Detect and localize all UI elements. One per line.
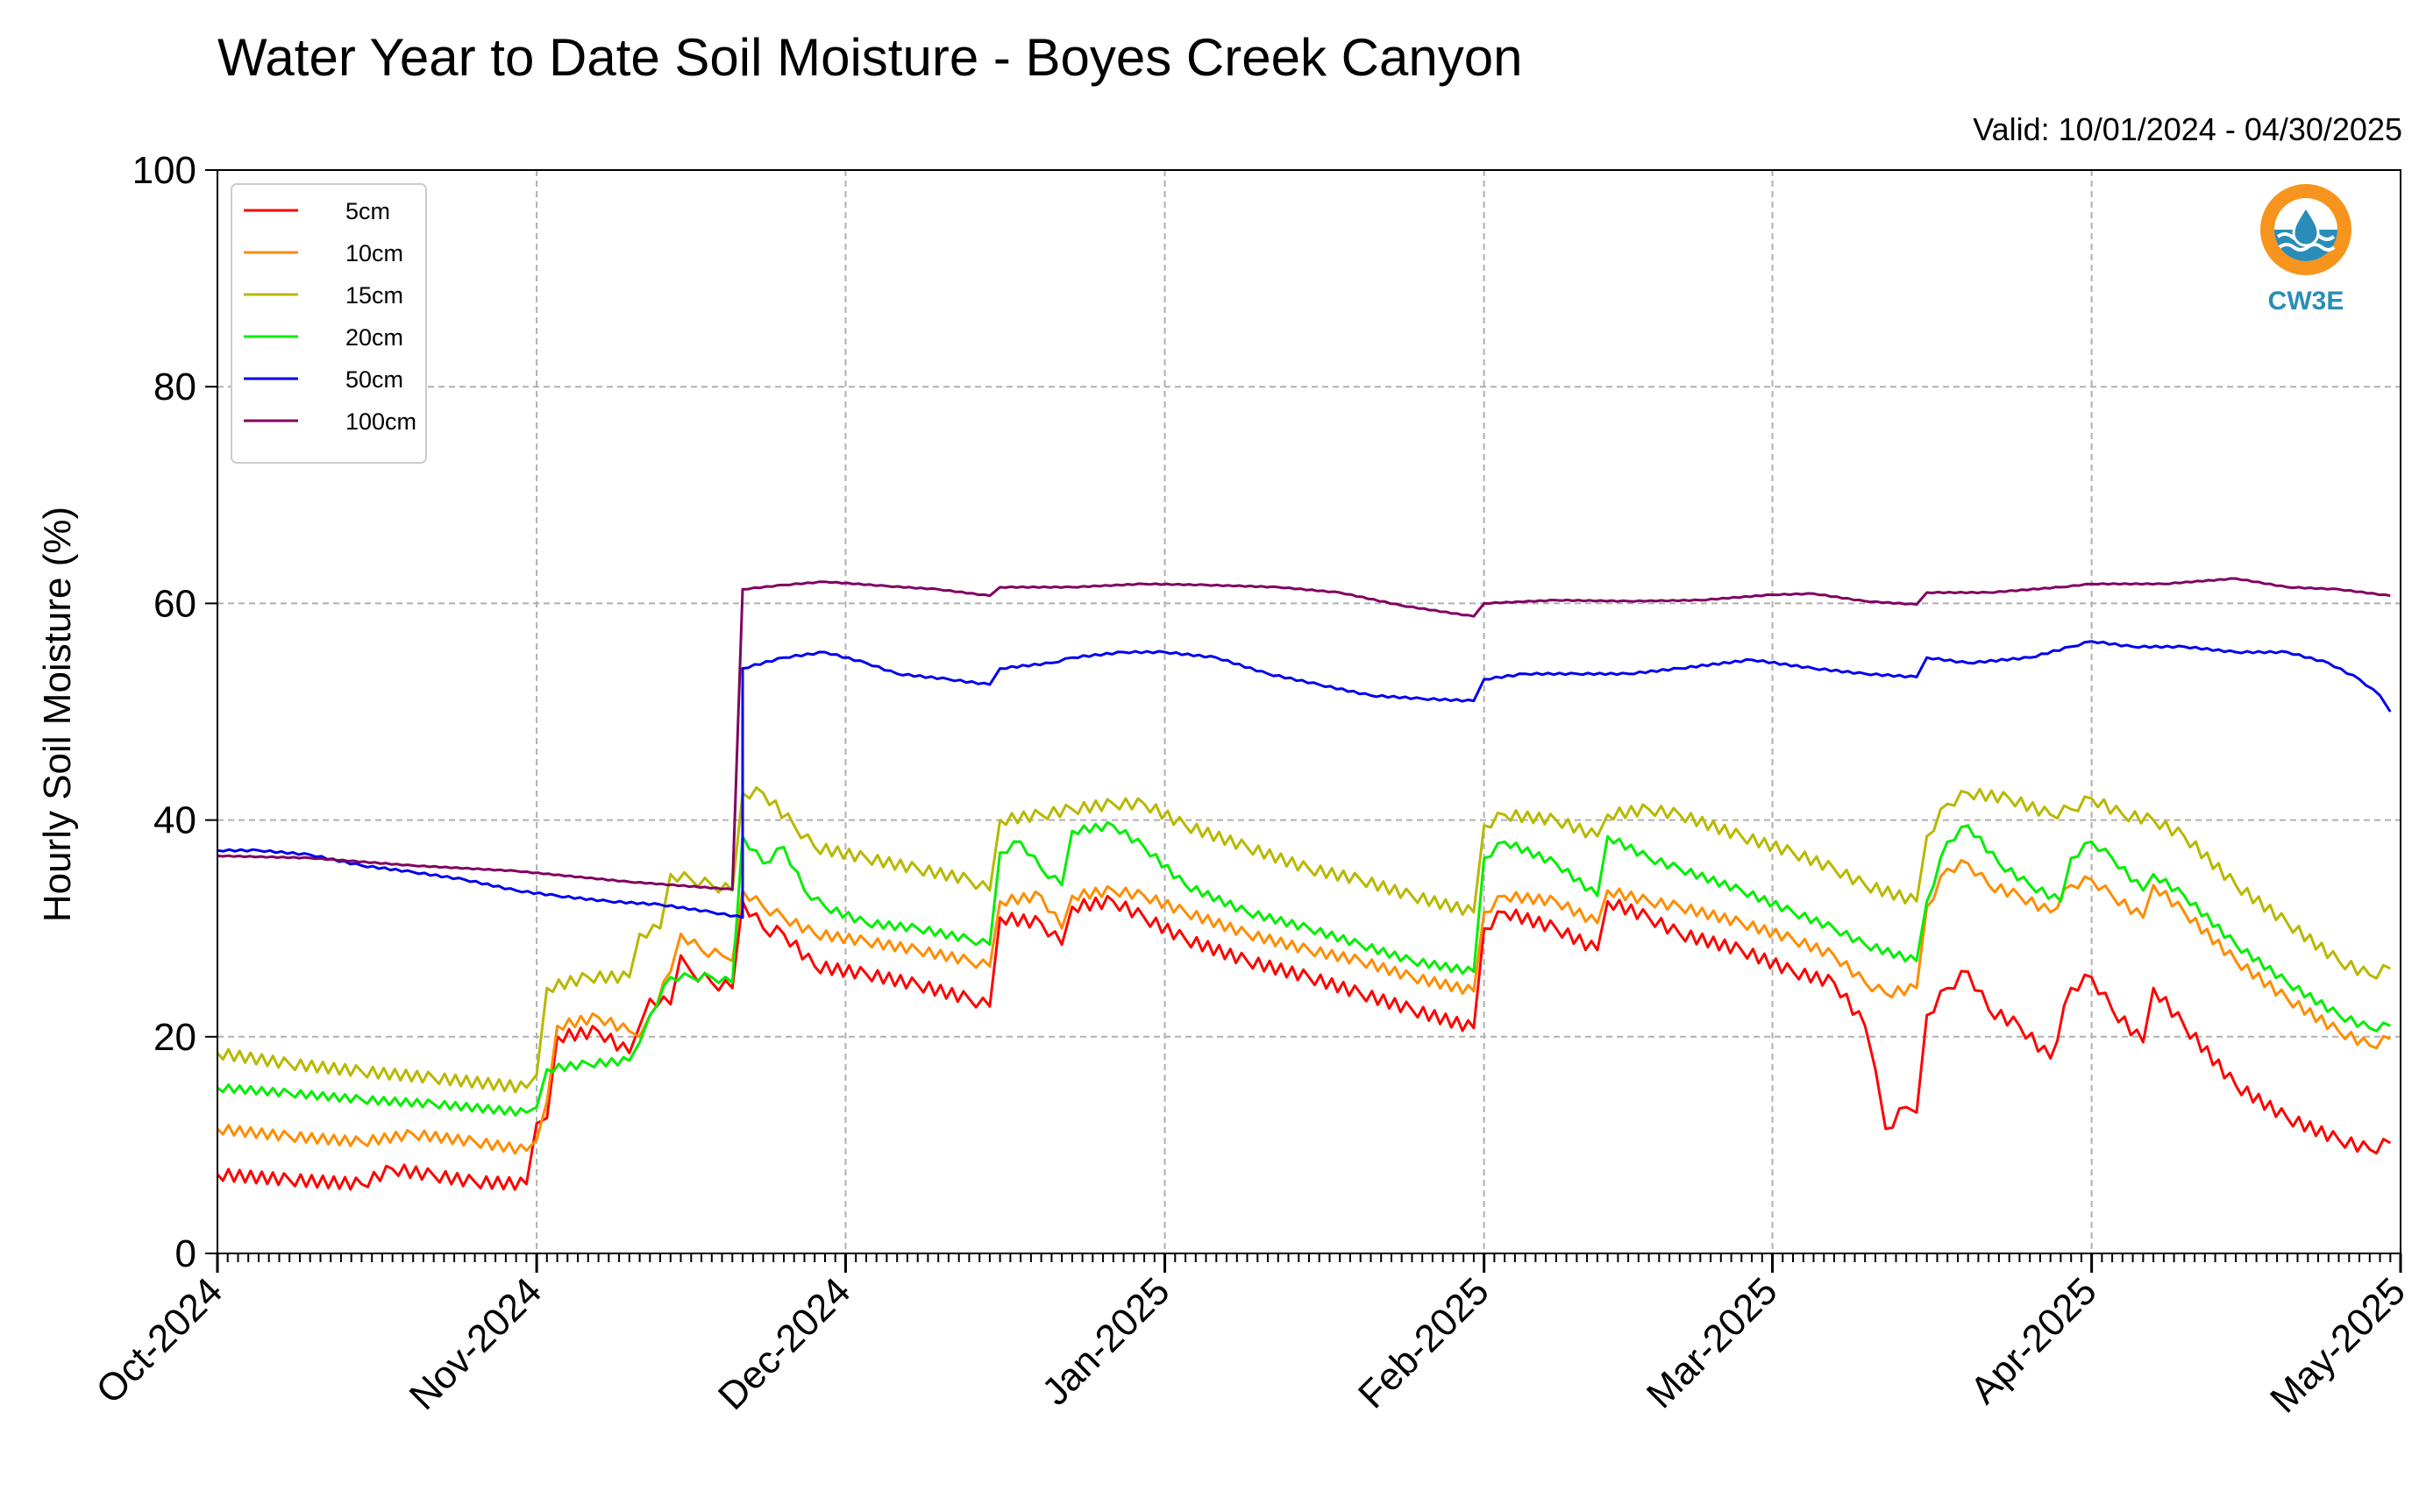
series-line-100cm — [217, 577, 2391, 891]
logo-text: CW3E — [2268, 287, 2344, 316]
series-lines — [216, 577, 2392, 1191]
series-line-5cm — [216, 894, 2392, 1191]
series-line-15cm — [216, 786, 2391, 1094]
water-drop-icon — [2292, 204, 2320, 247]
series-line-50cm — [217, 640, 2392, 919]
y-tick-label: 20 — [153, 1016, 196, 1059]
y-tick-label: 80 — [153, 366, 196, 408]
legend-label: 10cm — [345, 240, 403, 266]
x-minor-ticks — [217, 1253, 2401, 1262]
legend-label: 100cm — [345, 408, 416, 435]
valid-date-range: Valid: 10/01/2024 - 04/30/2025 — [1973, 111, 2402, 147]
y-tick-label: 100 — [132, 149, 196, 192]
series-line-20cm — [217, 820, 2391, 1117]
cw3e-logo: CW3E — [2260, 184, 2351, 316]
legend: 5cm 10cm 15cm 20cm 50cm 100cm — [231, 183, 427, 464]
series-line-10cm — [216, 859, 2391, 1155]
y-tick-label: 40 — [153, 799, 196, 842]
legend-label: 5cm — [345, 198, 390, 224]
grid — [217, 170, 2401, 1253]
y-tick-label: 60 — [153, 582, 196, 625]
legend-label: 15cm — [345, 282, 403, 309]
y-tick-label: 0 — [175, 1232, 196, 1275]
chart-title: Water Year to Date Soil Moisture - Boyes… — [217, 28, 1522, 87]
y-axis-label: Hourly Soil Moisture (%) — [36, 507, 79, 922]
legend-label: 50cm — [345, 366, 403, 393]
legend-label: 20cm — [345, 324, 403, 351]
